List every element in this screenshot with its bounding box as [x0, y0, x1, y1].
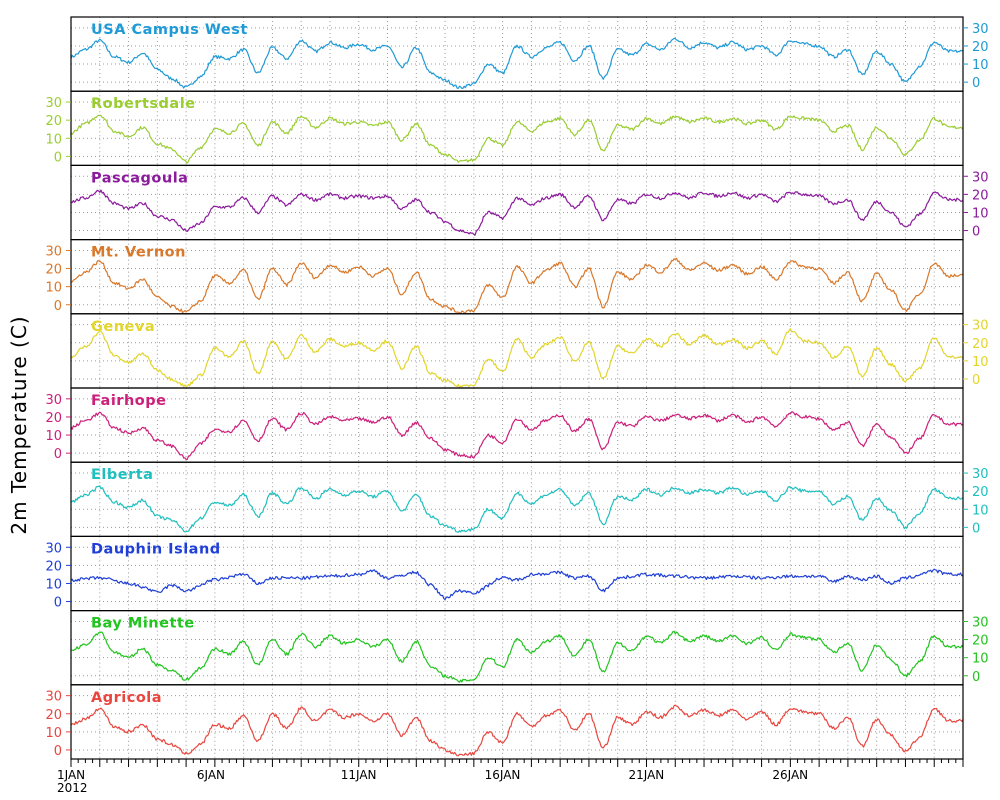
- y-tick-label: 10: [45, 726, 62, 741]
- series-line-usa-campus-west: [70, 37, 964, 90]
- panel-frame: [70, 239, 964, 315]
- y-axis-label: 2m Temperature (C): [7, 315, 31, 534]
- x-tick-label: 6JAN: [197, 768, 225, 782]
- y-tick-label: 0: [972, 76, 980, 91]
- series-line-pascagoula: [70, 189, 964, 236]
- x-tick-label: 26JAN: [772, 768, 808, 782]
- y-tick-label: 20: [972, 40, 989, 55]
- y-tick-label: 30: [45, 690, 62, 705]
- y-tick-label: 20: [45, 559, 62, 574]
- y-tick-label: 10: [45, 132, 62, 147]
- y-tick-label: 30: [972, 615, 989, 630]
- y-tick-label: 0: [972, 225, 980, 240]
- series-line-robertsdale: [70, 114, 964, 164]
- panel-frame: [70, 387, 964, 463]
- station-label: Elberta: [91, 467, 153, 483]
- y-tick-label: 30: [972, 170, 989, 185]
- y-tick-label: 0: [972, 521, 980, 536]
- y-tick-label: 10: [45, 429, 62, 444]
- y-tick-label: 20: [972, 188, 989, 203]
- y-tick-label: 10: [45, 577, 62, 592]
- y-tick-label: 30: [45, 96, 62, 111]
- y-tick-label: 10: [972, 355, 989, 370]
- y-tick-label: 0: [54, 744, 62, 759]
- series-line-mt-vernon: [70, 257, 964, 314]
- y-tick-label: 30: [972, 319, 989, 334]
- y-tick-label: 30: [972, 22, 989, 37]
- panel-frame: [70, 609, 964, 686]
- x-tick-label: 21JAN: [628, 768, 664, 782]
- x-tick-label: 1JAN: [57, 768, 85, 782]
- station-labels: USA Campus West Robertsdale Pascagoula Mt. …: [91, 22, 248, 706]
- station-label: USA Campus West: [91, 22, 248, 38]
- grid-lines: [71, 17, 963, 759]
- y-tick-label: 10: [972, 503, 989, 518]
- series-line-agricola: [70, 704, 964, 757]
- y-tick-label: 0: [972, 373, 980, 388]
- series-line-fairhope: [70, 411, 964, 460]
- y-tick-label: 20: [45, 114, 62, 129]
- y-tick-label: 10: [972, 652, 989, 667]
- series-line-bay-minette: [70, 630, 964, 683]
- x-tick-sublabel: 2012: [57, 781, 88, 795]
- station-label: Geneva: [91, 319, 155, 335]
- station-label: Dauphin Island: [91, 541, 221, 557]
- series-lines: [70, 37, 964, 757]
- x-tick-label: 11JAN: [341, 768, 377, 782]
- y-tick-label: 20: [972, 634, 989, 649]
- y-tick-label: 0: [54, 150, 62, 165]
- station-label: Pascagoula: [91, 170, 188, 186]
- y-tick-label: 20: [45, 263, 62, 278]
- y-tick-label: 30: [45, 244, 62, 259]
- station-label: Mt. Vernon: [91, 245, 186, 261]
- station-label: Fairhope: [91, 393, 166, 409]
- y-tick-label: 20: [972, 485, 989, 500]
- y-axes: 0 10 20 30 0 10 20 30 0 10 20 30 0 10 20 30 0 10 20 30 0 10 20…: [45, 22, 988, 759]
- panel-frames: [70, 16, 964, 760]
- series-line-dauphin-island: [70, 568, 964, 601]
- y-tick-label: 10: [972, 58, 989, 73]
- station-label: Robertsdale: [91, 96, 196, 112]
- station-label: Agricola: [91, 690, 162, 706]
- panel-frame: [70, 461, 964, 538]
- series-line-elberta: [71, 485, 964, 533]
- panel-frame: [70, 684, 964, 760]
- y-tick-label: 20: [972, 337, 989, 352]
- y-tick-label: 0: [54, 299, 62, 314]
- station-label: Bay Minette: [91, 616, 195, 632]
- y-tick-label: 0: [54, 447, 62, 462]
- y-tick-label: 30: [972, 467, 989, 482]
- y-tick-label: 10: [45, 281, 62, 296]
- y-tick-label: 0: [972, 670, 980, 685]
- y-tick-label: 20: [45, 411, 62, 426]
- y-tick-label: 0: [54, 596, 62, 611]
- y-tick-label: 20: [45, 708, 62, 723]
- x-tick-label: 16JAN: [485, 768, 521, 782]
- y-tick-label: 30: [45, 393, 62, 408]
- y-tick-label: 30: [45, 541, 62, 556]
- series-line-geneva: [70, 328, 964, 389]
- y-tick-label: 10: [972, 206, 989, 221]
- panel-frame: [70, 313, 964, 389]
